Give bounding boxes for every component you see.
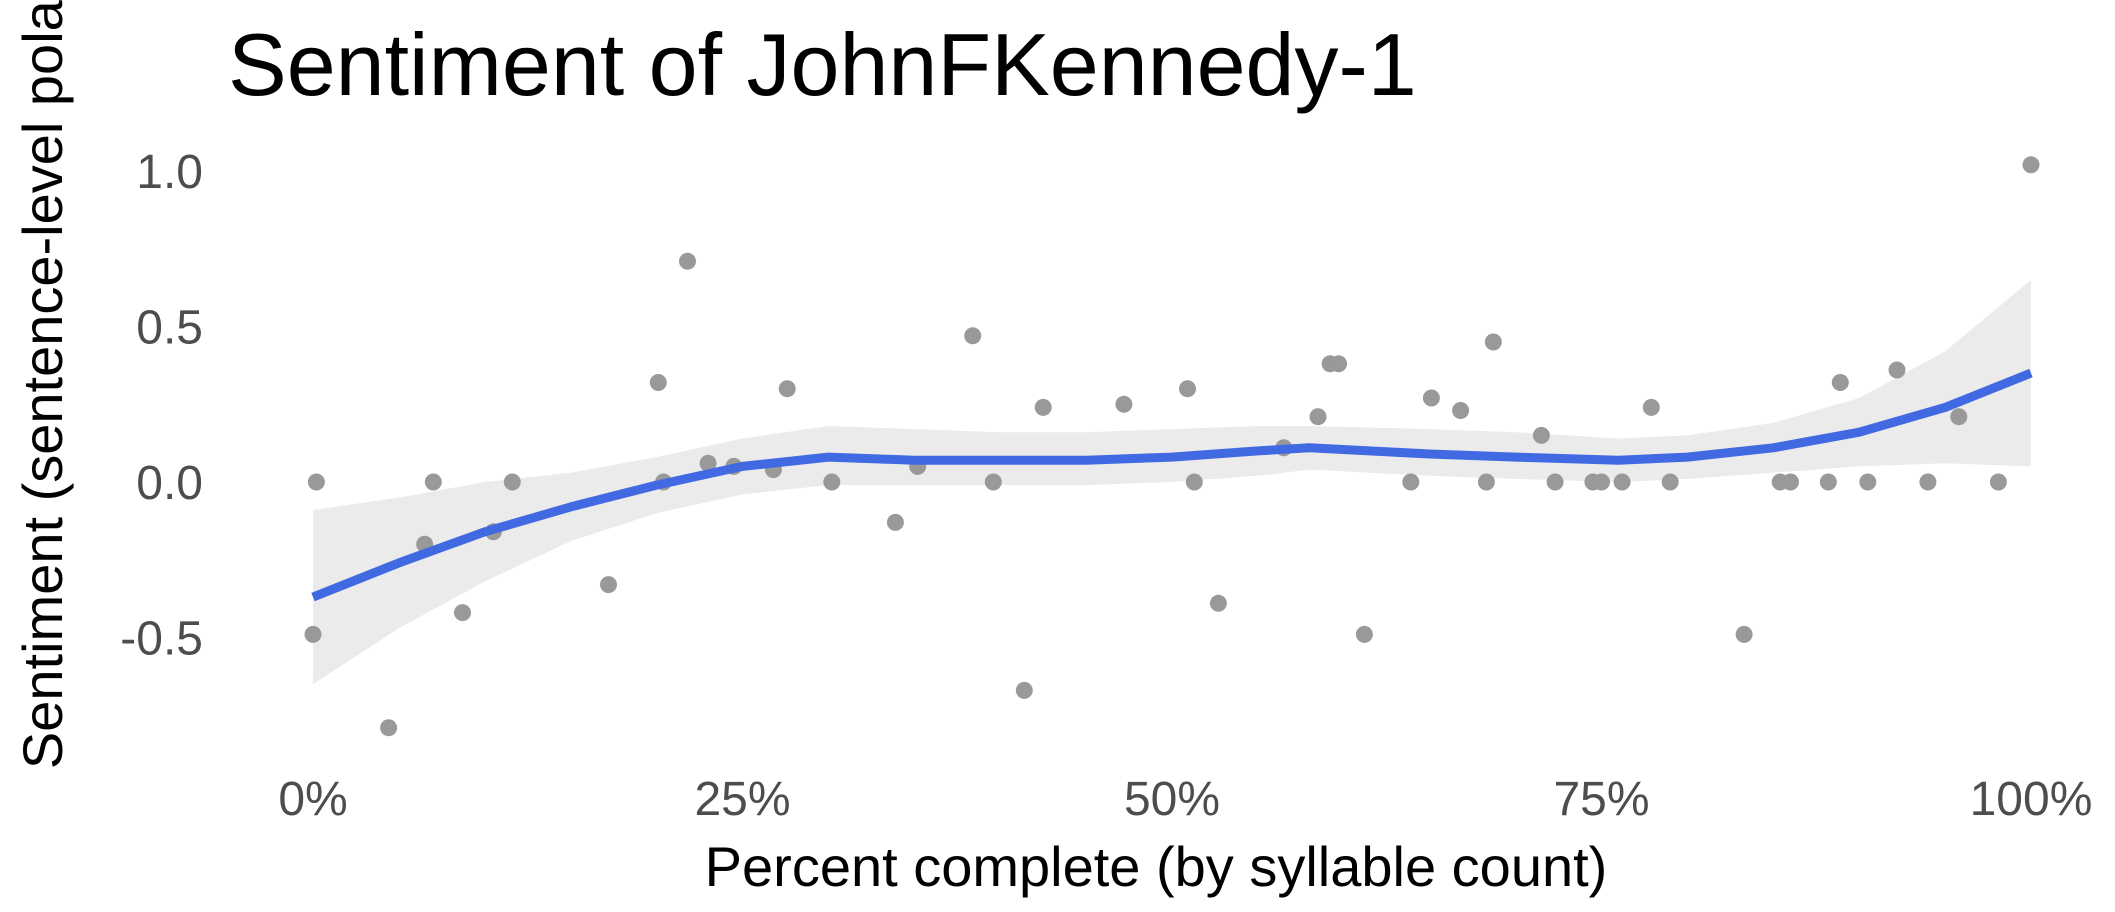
data-point-35 xyxy=(1452,402,1470,419)
x-tick-label: 75% xyxy=(1553,773,1649,826)
data-point-39 xyxy=(1546,473,1564,491)
data-point-44 xyxy=(1661,473,1679,491)
data-point-25 xyxy=(1179,380,1196,398)
x-tick-label: 50% xyxy=(1124,773,1220,826)
data-point-21 xyxy=(984,473,1002,491)
data-point-34 xyxy=(1422,389,1440,407)
data-point-20 xyxy=(964,327,982,345)
data-point-12 xyxy=(679,252,696,270)
data-point-51 xyxy=(1888,361,1906,379)
y-tick-label: 0.0 xyxy=(136,457,203,510)
data-point-33 xyxy=(1402,473,1420,491)
smooth-line-layer xyxy=(311,368,2033,602)
data-point-47 xyxy=(1782,473,1799,491)
data-point-18 xyxy=(886,513,904,531)
data-point-27 xyxy=(1209,594,1227,612)
confidence-band xyxy=(313,279,2031,685)
data-point-42 xyxy=(1613,473,1631,491)
data-point-3 xyxy=(380,719,398,737)
data-point-10 xyxy=(649,374,667,391)
data-point-16 xyxy=(778,380,796,398)
smooth-trend-line xyxy=(311,368,2033,602)
data-point-17 xyxy=(823,473,841,491)
x-tick-label: 100% xyxy=(1970,773,2093,826)
data-point-32 xyxy=(1355,625,1373,643)
data-point-8 xyxy=(503,473,521,491)
data-point-29 xyxy=(1309,408,1327,426)
data-point-26 xyxy=(1185,473,1203,491)
data-point-37 xyxy=(1484,333,1502,351)
data-point-50 xyxy=(1859,473,1877,491)
data-point-22 xyxy=(1015,681,1033,699)
data-point-5 xyxy=(424,473,442,491)
y-axis-title: Sentiment (sentence-level polarity) xyxy=(11,0,74,769)
y-tick-labels: -0.5 0.0 0.5 1.0 xyxy=(120,146,203,666)
data-point-55 xyxy=(2022,156,2040,174)
data-point-53 xyxy=(1950,408,1968,426)
data-point-13 xyxy=(699,454,717,472)
data-point-45 xyxy=(1735,625,1753,643)
data-point-31 xyxy=(1330,355,1348,373)
x-tick-labels: 0% 25% 50% 75% 100% xyxy=(278,773,2092,826)
x-tick-label: 0% xyxy=(278,773,347,826)
data-point-9 xyxy=(600,576,617,594)
data-point-1 xyxy=(304,625,322,643)
y-tick-label: -0.5 xyxy=(120,613,203,666)
y-tick-label: 0.5 xyxy=(136,302,203,355)
data-point-23 xyxy=(1034,398,1052,416)
data-point-38 xyxy=(1532,426,1550,444)
x-axis-title: Percent complete (by syllable count) xyxy=(705,835,1608,898)
data-point-41 xyxy=(1593,473,1610,491)
data-point-36 xyxy=(1477,473,1495,491)
data-point-43 xyxy=(1642,398,1660,416)
data-point-2 xyxy=(307,473,325,491)
confidence-band-layer xyxy=(313,279,2031,685)
x-tick-label: 25% xyxy=(694,773,790,826)
data-point-49 xyxy=(1831,374,1849,391)
data-point-6 xyxy=(454,604,471,622)
y-tick-label: 1.0 xyxy=(136,146,203,199)
data-point-52 xyxy=(1919,473,1937,491)
data-point-24 xyxy=(1115,395,1133,413)
chart-title: Sentiment of JohnFKennedy-1 xyxy=(228,15,1417,114)
data-point-48 xyxy=(1819,473,1837,491)
data-point-54 xyxy=(1989,473,2007,491)
